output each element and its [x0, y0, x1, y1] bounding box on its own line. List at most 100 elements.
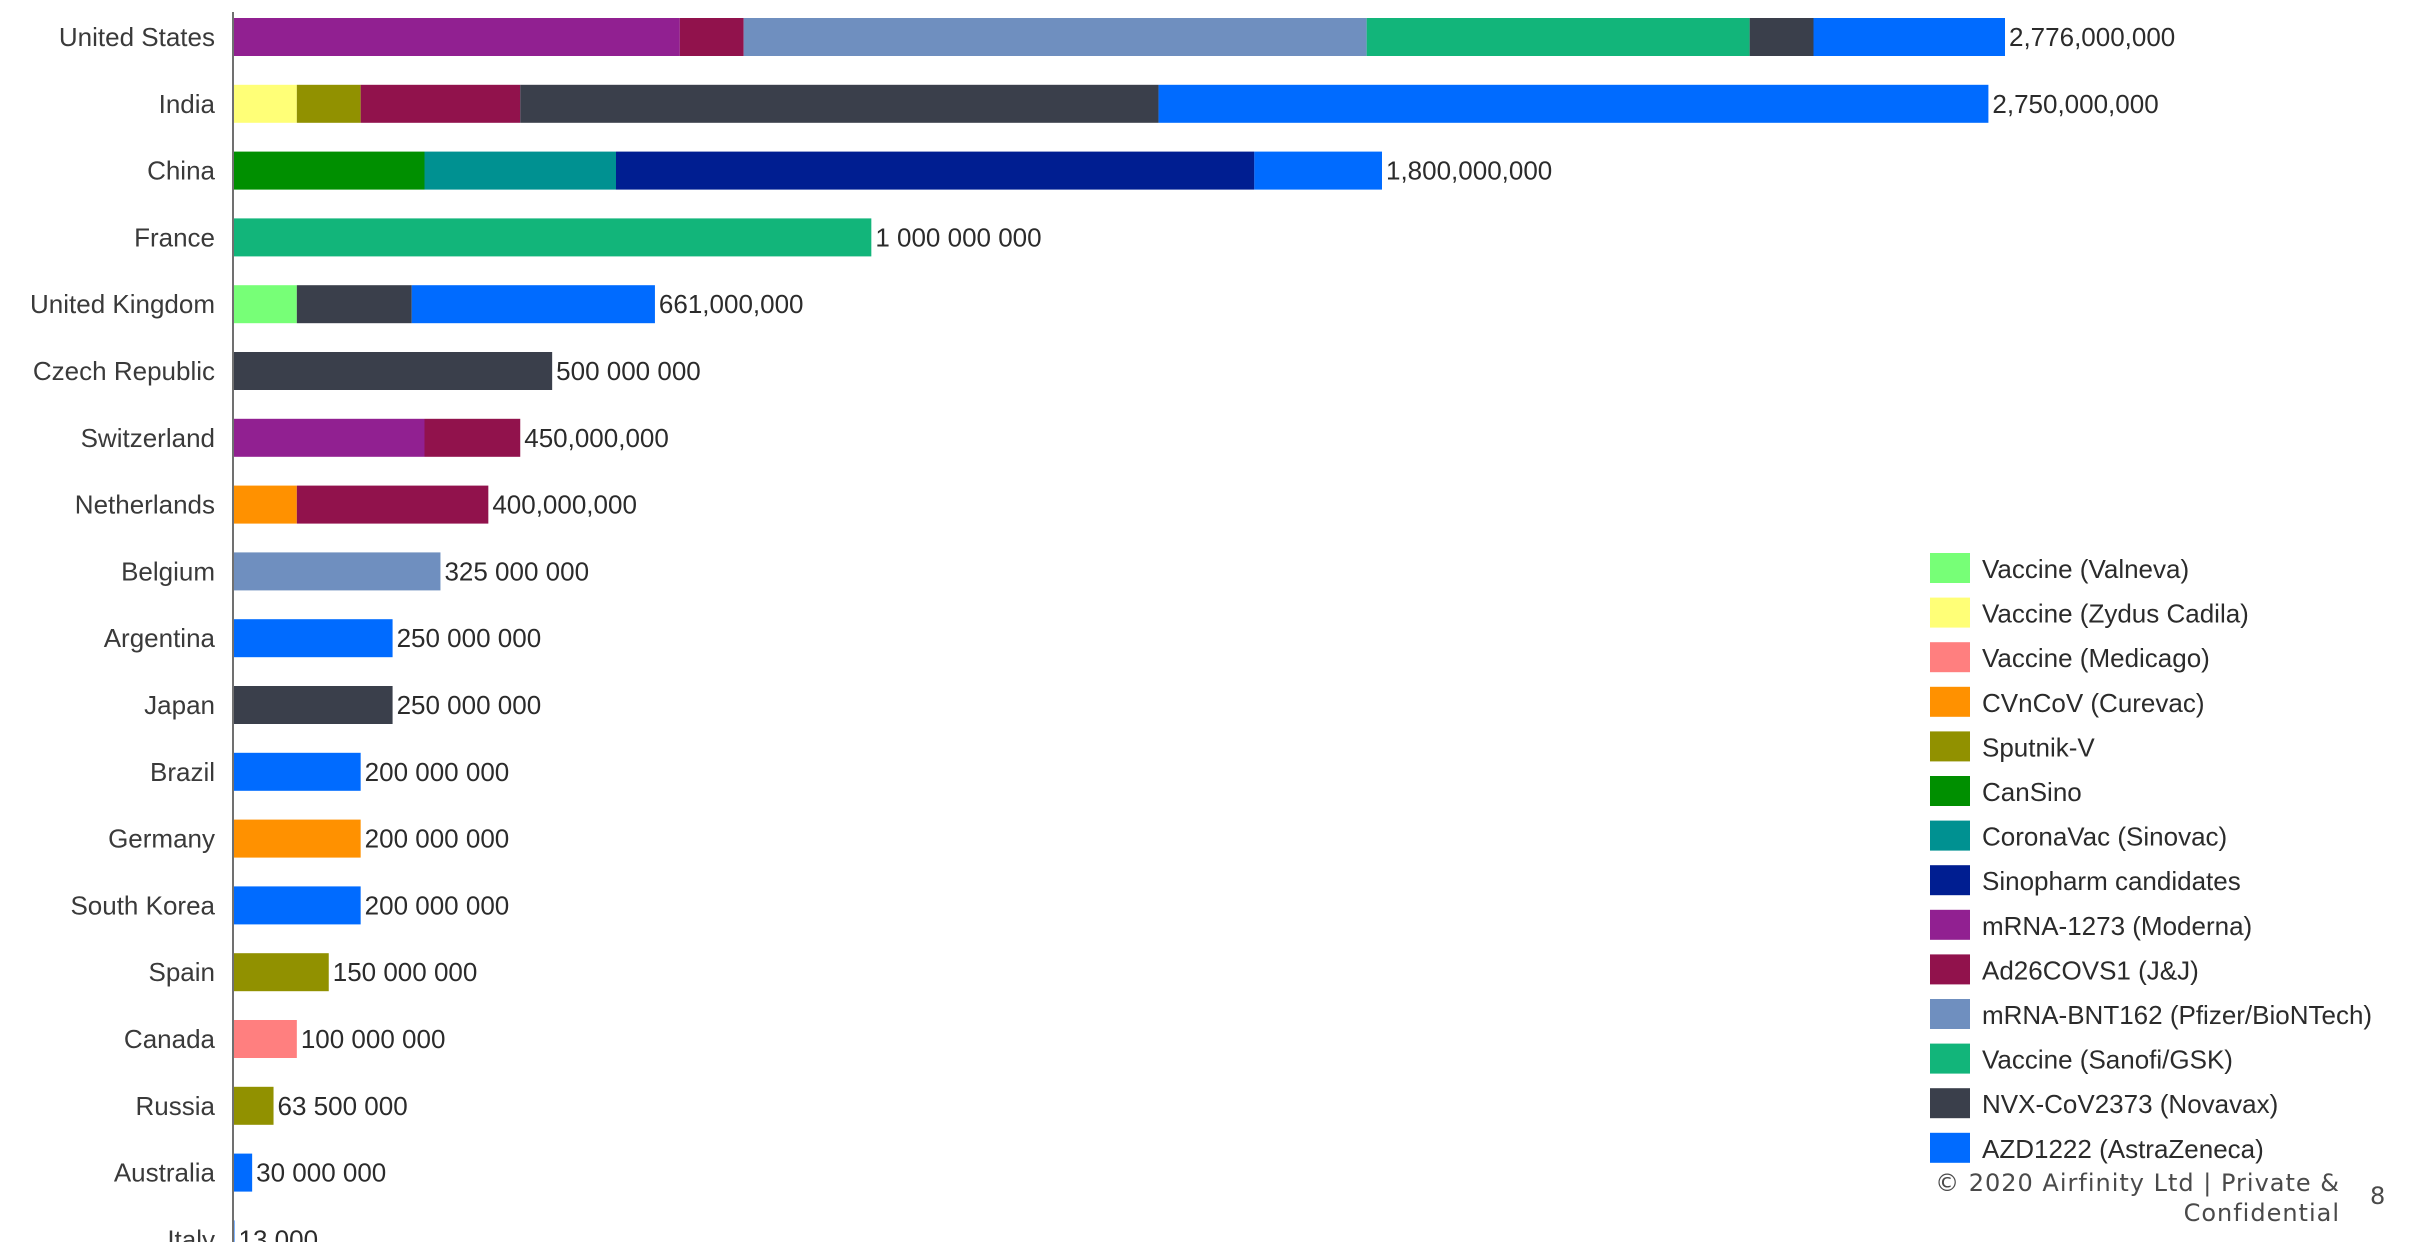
total-label-canada: 100 000 000: [301, 1024, 446, 1054]
category-label-belgium: Belgium: [121, 556, 215, 586]
legend-label-azd1222-astrazeneca: AZD1222 (AstraZeneca): [1982, 1134, 2264, 1164]
bar-united-states-mrna-bnt162-pfizer-biontech: [743, 18, 1367, 56]
legend-label-ad26covs1-j-j: Ad26COVS1 (J&J): [1982, 955, 2199, 985]
legend-label-mrna-bnt162-pfizer-biontech: mRNA-BNT162 (Pfizer/BioNTech): [1982, 1000, 2372, 1030]
bar-belgium-mrna-bnt162-pfizer-biontech: [233, 552, 441, 591]
category-label-germany: Germany: [108, 824, 215, 854]
bar-united-kingdom-nvx-cov2373-novavax: [296, 285, 412, 324]
category-labels: United States India China France United King…: [30, 22, 216, 1242]
category-label-china: China: [147, 156, 215, 186]
category-label-netherlands: Netherlands: [75, 490, 215, 520]
bar-france-vaccine-sanofi-gsk: [233, 218, 872, 257]
bar-united-states-mrna-1273-moderna: [233, 18, 680, 56]
category-label-brazil: Brazil: [150, 757, 215, 787]
bar-germany-cvncov-curevac: [233, 819, 361, 858]
legend-swatch-mrna-bnt162-pfizer-biontech: [1930, 999, 1970, 1029]
legend-swatch-vaccine-medicago: [1930, 642, 1970, 673]
legend-swatch-vaccine-sanofi-gsk: [1930, 1043, 1970, 1074]
legend-swatch-ad26covs1-j-j: [1930, 954, 1970, 985]
category-label-united-states: United States: [59, 22, 215, 52]
legend-label-vaccine-zydus-cadila: Vaccine (Zydus Cadila): [1982, 599, 2249, 629]
category-label-canada: Canada: [124, 1024, 216, 1054]
bar-japan-nvx-cov2373-novavax: [233, 686, 393, 724]
legend-label-nvx-cov2373-novavax: NVX-CoV2373 (Novavax): [1982, 1089, 2278, 1119]
bar-india-vaccine-zydus-cadila: [233, 84, 297, 123]
total-label-spain: 150 000 000: [333, 957, 478, 987]
category-label-south-korea: South Korea: [70, 890, 215, 920]
legend-label-vaccine-sanofi-gsk: Vaccine (Sanofi/GSK): [1982, 1045, 2233, 1075]
legend-swatch-vaccine-zydus-cadila: [1930, 597, 1970, 628]
legend-swatch-cansino: [1930, 776, 1970, 806]
legend-swatch-vaccine-valneva: [1930, 553, 1970, 583]
bar-china-sinopharm-candidates: [615, 151, 1255, 190]
bar-australia-azd1222-astrazeneca: [233, 1153, 253, 1192]
total-label-india: 2,750,000,000: [1992, 89, 2158, 119]
bar-brazil-azd1222-astrazeneca: [233, 752, 361, 791]
legend-swatch-mrna-1273-moderna: [1930, 909, 1970, 940]
legend-label-coronavac-sinovac: CoronaVac (Sinovac): [1982, 822, 2227, 852]
total-label-czech-republic: 500 000 000: [556, 356, 701, 386]
bar-argentina-azd1222-astrazeneca: [233, 619, 393, 658]
bar-south-korea-azd1222-astrazeneca: [233, 886, 361, 925]
bar-united-states-azd1222-astrazeneca: [1813, 18, 2005, 56]
legend-label-vaccine-medicago: Vaccine (Medicago): [1982, 643, 2210, 673]
legend-label-sinopharm-candidates: Sinopharm candidates: [1982, 866, 2241, 896]
bar-china-cansino: [233, 151, 425, 190]
legend-label-cvncov-curevac: CVnCoV (Curevac): [1982, 688, 2205, 718]
bar-netherlands-cvncov-curevac: [233, 485, 297, 524]
category-label-czech-republic: Czech Republic: [33, 356, 215, 386]
total-label-netherlands: 400,000,000: [492, 490, 637, 520]
bar-india-sputnik-v: [296, 84, 361, 123]
legend-label-sputnik-v: Sputnik-V: [1982, 732, 2095, 762]
total-label-south-korea: 200 000 000: [365, 890, 510, 920]
bar-india-azd1222-astrazeneca: [1158, 84, 1989, 123]
bar-switzerland-ad26covs1-j-j: [424, 418, 521, 457]
category-label-russia: Russia: [136, 1091, 216, 1121]
bar-china-azd1222-astrazeneca: [1254, 151, 1382, 190]
category-label-argentina: Argentina: [104, 623, 216, 653]
category-label-united-kingdom: United Kingdom: [30, 289, 215, 319]
page-number: 8: [2370, 1182, 2386, 1210]
copyright-line-1: © 2020 Airfinity Ltd | Private &: [1935, 1169, 2340, 1197]
legend-swatch-sputnik-v: [1930, 731, 1970, 762]
legend-swatch-nvx-cov2373-novavax: [1930, 1088, 1970, 1119]
bar-spain-sputnik-v: [233, 953, 329, 992]
bar-canada-vaccine-medicago: [233, 1020, 297, 1058]
copyright-line-2: Confidential: [2183, 1199, 2340, 1227]
bar-united-kingdom-vaccine-valneva: [233, 285, 297, 324]
legend-swatch-azd1222-astrazeneca: [1930, 1132, 1970, 1163]
legend-label-vaccine-valneva: Vaccine (Valneva): [1982, 554, 2189, 584]
total-label-united-states: 2,776,000,000: [2009, 22, 2175, 52]
bar-india-ad26covs1-j-j: [360, 84, 521, 123]
bar-united-kingdom-azd1222-astrazeneca: [411, 285, 655, 324]
total-label-france: 1 000 000 000: [875, 222, 1041, 252]
category-label-spain: Spain: [149, 957, 216, 987]
bar-russia-sputnik-v: [233, 1086, 274, 1125]
total-label-switzerland: 450,000,000: [524, 423, 669, 453]
legend-swatch-sinopharm-candidates: [1930, 865, 1970, 896]
bars-group: [233, 18, 2005, 1242]
legend-swatch-cvncov-curevac: [1930, 686, 1970, 717]
bar-united-states-ad26covs1-j-j: [679, 18, 744, 56]
bar-india-nvx-cov2373-novavax: [520, 84, 1159, 123]
legend: Vaccine (Valneva) Vaccine (Zydus Cadila) V…: [1930, 553, 2372, 1164]
total-label-russia: 63 500 000: [278, 1091, 408, 1121]
total-label-brazil: 200 000 000: [365, 757, 510, 787]
total-label-china: 1,800,000,000: [1386, 156, 1552, 186]
total-label-argentina: 250 000 000: [397, 623, 542, 653]
category-label-japan: Japan: [144, 690, 215, 720]
total-label-belgium: 325 000 000: [444, 556, 589, 586]
legend-label-mrna-1273-moderna: mRNA-1273 (Moderna): [1982, 911, 2252, 941]
bar-china-coronavac-sinovac: [424, 151, 616, 190]
copyright-notice: © 2020 Airfinity Ltd | Private & Confide…: [1800, 1168, 2340, 1228]
category-label-france: France: [134, 222, 215, 252]
total-label-germany: 200 000 000: [365, 824, 510, 854]
total-label-united-kingdom: 661,000,000: [659, 289, 804, 319]
category-label-india: India: [159, 89, 216, 119]
legend-swatch-coronavac-sinovac: [1930, 820, 1970, 851]
total-label-australia: 30 000 000: [256, 1158, 386, 1188]
bar-united-states-vaccine-sanofi-gsk: [1366, 18, 1750, 56]
total-label-italy: 13,000: [239, 1224, 319, 1242]
total-labels: 2,776,000,000 2,750,000,000 1,800,000,000 1…: [239, 22, 2176, 1242]
